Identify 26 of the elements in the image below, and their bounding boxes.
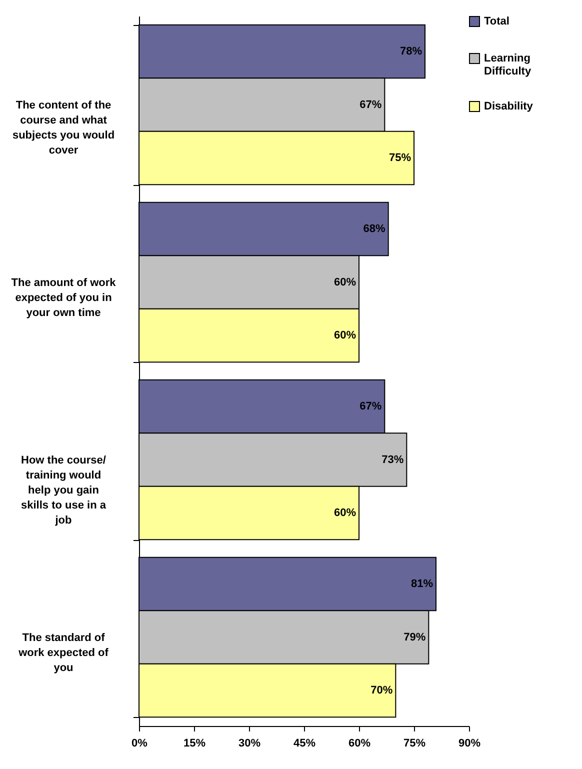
data-label: 75% xyxy=(388,152,412,164)
data-label: 73% xyxy=(382,454,404,466)
x-tick-label: 75% xyxy=(403,738,426,750)
data-label: 68% xyxy=(363,223,386,235)
data-label: 67% xyxy=(360,98,382,111)
data-label: 60% xyxy=(334,507,356,519)
data-label: 79% xyxy=(404,631,426,644)
x-tick-label: 90% xyxy=(458,738,481,750)
data-label: 60% xyxy=(334,276,356,288)
x-tick-label: 45% xyxy=(293,738,316,750)
y-tick-label: How the course/ training would help you gain skills to use in a job xyxy=(21,454,107,526)
y-tick-label: The content of the course and what subjects you would cover xyxy=(12,99,115,156)
x-tick-label: 30% xyxy=(238,738,261,750)
legend-label: Disability xyxy=(484,100,534,112)
data-label: 78% xyxy=(400,46,422,58)
y-tick-label: The amount of work expected of you in your own time xyxy=(11,276,117,319)
data-label: 60% xyxy=(334,330,356,342)
x-tick-label: 15% xyxy=(183,738,206,750)
y-tick-label: The standard of work expected of you xyxy=(18,632,109,674)
data-label: 81% xyxy=(410,578,434,590)
data-label: 67% xyxy=(360,400,382,412)
x-tick-label: 60% xyxy=(348,738,371,750)
data-label: 70% xyxy=(370,684,393,696)
legend-label: Total xyxy=(484,16,510,28)
x-tick-label: 0% xyxy=(132,738,148,750)
legend-label: Learning Difficulty xyxy=(484,52,532,78)
